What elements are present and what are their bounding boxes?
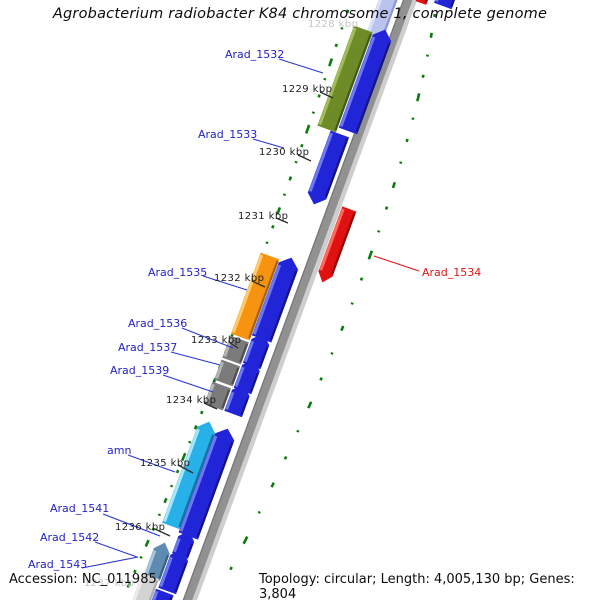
gene-label[interactable]: Arad_1541 — [50, 502, 109, 515]
position-labels: 1228 kbp 1229 kbp 1230 kbp 1231 kbp 1232 kbp… — [84, 19, 358, 589]
gene-blue-2[interactable] — [251, 257, 299, 343]
position-label: 1233 kbp — [191, 335, 241, 346]
leader-lines — [81, 58, 420, 569]
gene-label[interactable]: Arad_1535 — [148, 266, 207, 279]
gene-label[interactable]: Arad_1537 — [118, 341, 177, 354]
gene-Arad_1541[interactable] — [178, 428, 235, 540]
gene-labels[interactable]: Arad_1532 Arad_1533 Arad_1534 Arad_1535 Arad… — [28, 48, 481, 571]
gene-label[interactable]: Arad_1542 — [40, 531, 99, 544]
gene-label[interactable]: Arad_1533 — [198, 128, 257, 141]
right-feature-dots — [229, 13, 437, 571]
position-label: 1236 kbp — [115, 522, 165, 533]
position-label: 1231 kbp — [238, 211, 288, 222]
position-label: 1234 kbp — [166, 395, 216, 406]
position-label: 1232 kbp — [214, 273, 264, 284]
position-ticks — [154, 91, 334, 537]
position-label: 1230 kbp — [259, 147, 309, 158]
position-label: 1237 kbp — [84, 578, 134, 589]
gene-arrows — [132, 0, 458, 600]
partial-gene-top-right[interactable] — [434, 0, 458, 10]
gene-amn[interactable] — [162, 421, 215, 530]
position-label: 1229 kbp — [282, 84, 332, 95]
gene-Arad_1534[interactable] — [318, 206, 357, 283]
page-title: Agrobacterium radiobacter K84 chromosome… — [52, 6, 548, 22]
position-label: 1235 kbp — [140, 458, 190, 469]
gene-Arad_1532[interactable] — [317, 25, 373, 133]
gene-label[interactable]: Arad_1532 — [225, 48, 284, 61]
gene-label[interactable]: Arad_1536 — [128, 317, 187, 330]
gene-Arad_1543[interactable] — [158, 549, 189, 595]
partial-gene-top-red[interactable] — [415, 0, 431, 5]
gene-label[interactable]: Arad_1543 — [28, 558, 87, 571]
gene-blue-1[interactable] — [338, 29, 392, 135]
accession-text: Accession: NC_011985 — [9, 572, 157, 587]
gene-Arad_1533[interactable] — [307, 130, 350, 205]
gene-Arad_1542[interactable] — [144, 542, 170, 581]
gene-Arad_1535[interactable] — [231, 252, 280, 341]
position-label: 1228 kbp — [308, 19, 358, 30]
gene-label[interactable]: Arad_1539 — [110, 364, 169, 377]
gene-label[interactable]: Arad_1534 — [422, 266, 481, 279]
left-feature-dots — [126, 9, 350, 589]
gene-label[interactable]: amn — [107, 444, 131, 457]
partial-gene-top[interactable] — [366, 0, 401, 46]
topology-text: Topology: circular; Length: 4,005,130 bp… — [259, 572, 575, 600]
